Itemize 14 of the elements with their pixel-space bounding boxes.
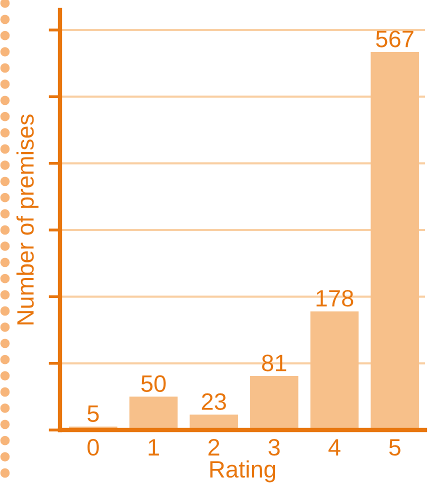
x-tick-label: 5 bbox=[389, 439, 400, 456]
data-label: 5 bbox=[88, 406, 99, 422]
data-label: 23 bbox=[202, 393, 226, 410]
data-label: 567 bbox=[376, 30, 414, 48]
data-label: 178 bbox=[316, 290, 354, 307]
x-tick-label: 4 bbox=[328, 439, 340, 456]
data-label: 81 bbox=[262, 354, 286, 372]
y-axis-title: Number of premises bbox=[16, 114, 38, 324]
x-tick-label: 2 bbox=[208, 438, 220, 456]
x-tick-label: 1 bbox=[148, 439, 159, 456]
x-tick-label: 3 bbox=[268, 438, 280, 456]
data-label: 50 bbox=[141, 375, 166, 392]
x-axis-title: Rating bbox=[210, 460, 276, 482]
x-tick-label: 0 bbox=[88, 438, 99, 456]
